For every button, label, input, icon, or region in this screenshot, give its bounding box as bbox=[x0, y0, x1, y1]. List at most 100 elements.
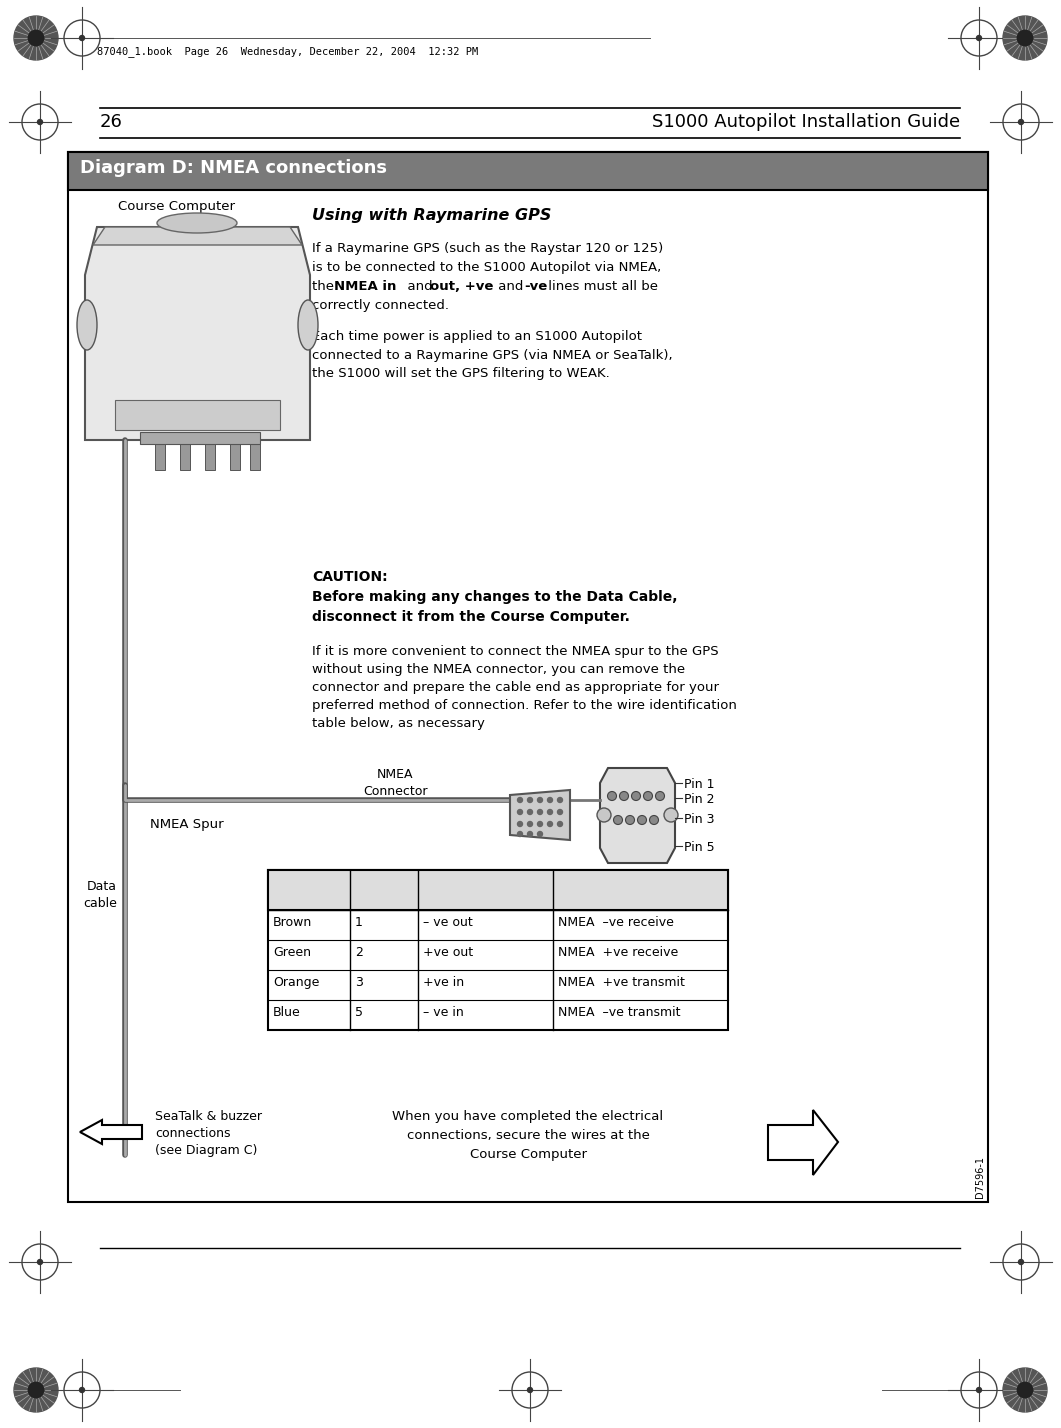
Text: 26: 26 bbox=[100, 113, 123, 131]
Text: NMEA
Connector: NMEA Connector bbox=[363, 768, 428, 798]
Text: lines must all be: lines must all be bbox=[544, 280, 658, 293]
Circle shape bbox=[557, 797, 562, 803]
Text: Data
cable: Data cable bbox=[83, 880, 117, 910]
Circle shape bbox=[527, 1388, 533, 1392]
Text: NMEA in: NMEA in bbox=[334, 280, 397, 293]
Circle shape bbox=[527, 797, 533, 803]
Text: Diagram D: NMEA connections: Diagram D: NMEA connections bbox=[80, 159, 387, 177]
Circle shape bbox=[518, 797, 522, 803]
Circle shape bbox=[37, 1259, 42, 1265]
Circle shape bbox=[649, 815, 659, 824]
Polygon shape bbox=[510, 790, 570, 840]
Bar bbox=[205, 440, 215, 470]
Circle shape bbox=[80, 1388, 85, 1392]
Text: Orange: Orange bbox=[273, 975, 319, 990]
Bar bbox=[230, 440, 240, 470]
Polygon shape bbox=[93, 227, 302, 246]
Bar bbox=[180, 440, 190, 470]
Circle shape bbox=[620, 791, 628, 801]
Circle shape bbox=[631, 791, 641, 801]
Polygon shape bbox=[601, 768, 675, 863]
Text: SeaTalk & buzzer
connections
(see Diagram C): SeaTalk & buzzer connections (see Diagra… bbox=[155, 1110, 262, 1157]
Text: D7596-1: D7596-1 bbox=[975, 1157, 985, 1198]
Ellipse shape bbox=[157, 213, 237, 233]
Circle shape bbox=[538, 810, 542, 814]
Circle shape bbox=[547, 797, 553, 803]
Circle shape bbox=[626, 815, 634, 824]
Text: – ve in: – ve in bbox=[423, 1005, 464, 1020]
Text: NMEA  +ve receive: NMEA +ve receive bbox=[558, 945, 678, 960]
Circle shape bbox=[518, 821, 522, 827]
Ellipse shape bbox=[298, 300, 318, 350]
Circle shape bbox=[613, 815, 623, 824]
Text: NMEA Spur: NMEA Spur bbox=[150, 818, 224, 831]
Bar bbox=[268, 870, 728, 1030]
Circle shape bbox=[14, 1368, 58, 1412]
Circle shape bbox=[1019, 1259, 1024, 1265]
Text: Using with Raymarine GPS: Using with Raymarine GPS bbox=[312, 208, 552, 223]
Polygon shape bbox=[85, 227, 310, 440]
Text: – ve out: – ve out bbox=[423, 915, 473, 930]
Circle shape bbox=[538, 821, 542, 827]
Text: 87040_1.book  Page 26  Wednesday, December 22, 2004  12:32 PM: 87040_1.book Page 26 Wednesday, December… bbox=[97, 46, 479, 57]
Ellipse shape bbox=[77, 300, 97, 350]
Text: Connection at
3rd party GPS: Connection at 3rd party GPS bbox=[558, 874, 657, 902]
Circle shape bbox=[1017, 1382, 1032, 1398]
Text: Wire
color: Wire color bbox=[273, 874, 308, 902]
Circle shape bbox=[527, 831, 533, 837]
Text: Blue: Blue bbox=[273, 1005, 300, 1020]
Text: and: and bbox=[494, 280, 527, 293]
Text: 2: 2 bbox=[355, 945, 363, 960]
Circle shape bbox=[1017, 30, 1032, 46]
Bar bbox=[250, 440, 260, 470]
Text: and: and bbox=[399, 280, 437, 293]
Text: +ve in: +ve in bbox=[423, 975, 464, 990]
Polygon shape bbox=[80, 1120, 142, 1144]
Text: If it is more convenient to connect the NMEA spur to the GPS
without using the N: If it is more convenient to connect the … bbox=[312, 645, 737, 730]
Text: Brown: Brown bbox=[273, 915, 312, 930]
Circle shape bbox=[638, 815, 646, 824]
Text: out, +ve: out, +ve bbox=[430, 280, 493, 293]
Bar bbox=[115, 400, 280, 430]
Text: -ve: -ve bbox=[524, 280, 547, 293]
Text: If a Raymarine GPS (such as the Raystar 120 or 125): If a Raymarine GPS (such as the Raystar … bbox=[312, 241, 663, 256]
Text: 5: 5 bbox=[355, 1005, 363, 1020]
Text: the: the bbox=[312, 280, 338, 293]
Text: Pin 2: Pin 2 bbox=[684, 793, 714, 805]
Circle shape bbox=[547, 821, 553, 827]
Circle shape bbox=[557, 821, 562, 827]
Circle shape bbox=[1003, 16, 1047, 60]
Bar bbox=[155, 440, 166, 470]
Text: NMEA signal
at S1000: NMEA signal at S1000 bbox=[423, 874, 510, 902]
Text: is to be connected to the S1000 Autopilot via NMEA,: is to be connected to the S1000 Autopilo… bbox=[312, 261, 661, 274]
Circle shape bbox=[664, 808, 678, 823]
Text: Course Computer: Course Computer bbox=[118, 200, 234, 213]
Text: Each time power is applied to an S1000 Autopilot
connected to a Raymarine GPS (v: Each time power is applied to an S1000 A… bbox=[312, 330, 673, 380]
Text: 1: 1 bbox=[355, 915, 363, 930]
Circle shape bbox=[538, 831, 542, 837]
Text: 3: 3 bbox=[355, 975, 363, 990]
Text: NMEA  –ve receive: NMEA –ve receive bbox=[558, 915, 674, 930]
Text: Pin 3: Pin 3 bbox=[684, 813, 714, 825]
Circle shape bbox=[608, 791, 616, 801]
Text: correctly connected.: correctly connected. bbox=[312, 298, 449, 311]
Bar bbox=[68, 151, 988, 1202]
Text: NMEA  –ve transmit: NMEA –ve transmit bbox=[558, 1005, 680, 1020]
Text: CAUTION:: CAUTION: bbox=[312, 570, 387, 584]
Circle shape bbox=[557, 810, 562, 814]
Circle shape bbox=[527, 821, 533, 827]
Circle shape bbox=[1019, 120, 1024, 124]
Circle shape bbox=[538, 797, 542, 803]
Circle shape bbox=[29, 1382, 44, 1398]
Text: When you have completed the electrical
connections, secure the wires at the
Cour: When you have completed the electrical c… bbox=[393, 1110, 663, 1161]
Circle shape bbox=[14, 16, 58, 60]
Text: Before making any changes to the Data Cable,
disconnect it from the Course Compu: Before making any changes to the Data Ca… bbox=[312, 590, 678, 624]
Circle shape bbox=[80, 36, 85, 40]
Text: Green: Green bbox=[273, 945, 311, 960]
Text: Pin
number: Pin number bbox=[355, 874, 410, 902]
Circle shape bbox=[644, 791, 653, 801]
Circle shape bbox=[29, 30, 44, 46]
Circle shape bbox=[547, 810, 553, 814]
Circle shape bbox=[518, 810, 522, 814]
Text: S1000 Autopilot Installation Guide: S1000 Autopilot Installation Guide bbox=[651, 113, 960, 131]
